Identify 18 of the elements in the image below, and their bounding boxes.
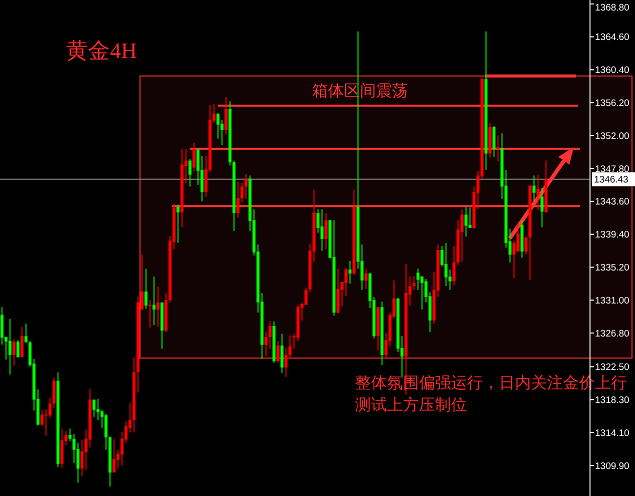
annotation: 测试上方压制位 bbox=[355, 396, 467, 414]
y-tick-label: 1360.40 bbox=[595, 65, 630, 76]
y-tick-label: 1326.80 bbox=[595, 328, 630, 340]
y-tick-label: 1318.30 bbox=[595, 394, 630, 406]
text: 黄金4H bbox=[66, 38, 137, 63]
y-tick-label: 1352.00 bbox=[595, 130, 630, 142]
y-tick-label: 1335.20 bbox=[595, 262, 630, 274]
y-tick-label: 1314.10 bbox=[595, 428, 630, 439]
y-tick-label: 1309.90 bbox=[595, 460, 630, 472]
y-tick-label: 1339.40 bbox=[595, 230, 630, 241]
y-tick-label: 1347.80 bbox=[595, 164, 630, 175]
y-tick-label: 1331.00 bbox=[595, 295, 630, 306]
y-tick-label: 1368.80 bbox=[595, 2, 630, 14]
y-tick-label: 1343.60 bbox=[595, 196, 630, 208]
y-tick-label: 1322.50 bbox=[595, 362, 630, 374]
y-tick-label: 1364.60 bbox=[595, 32, 630, 44]
y-tick-label: 1356.20 bbox=[595, 98, 630, 109]
ref-line-label: 1346.43 bbox=[594, 174, 628, 186]
